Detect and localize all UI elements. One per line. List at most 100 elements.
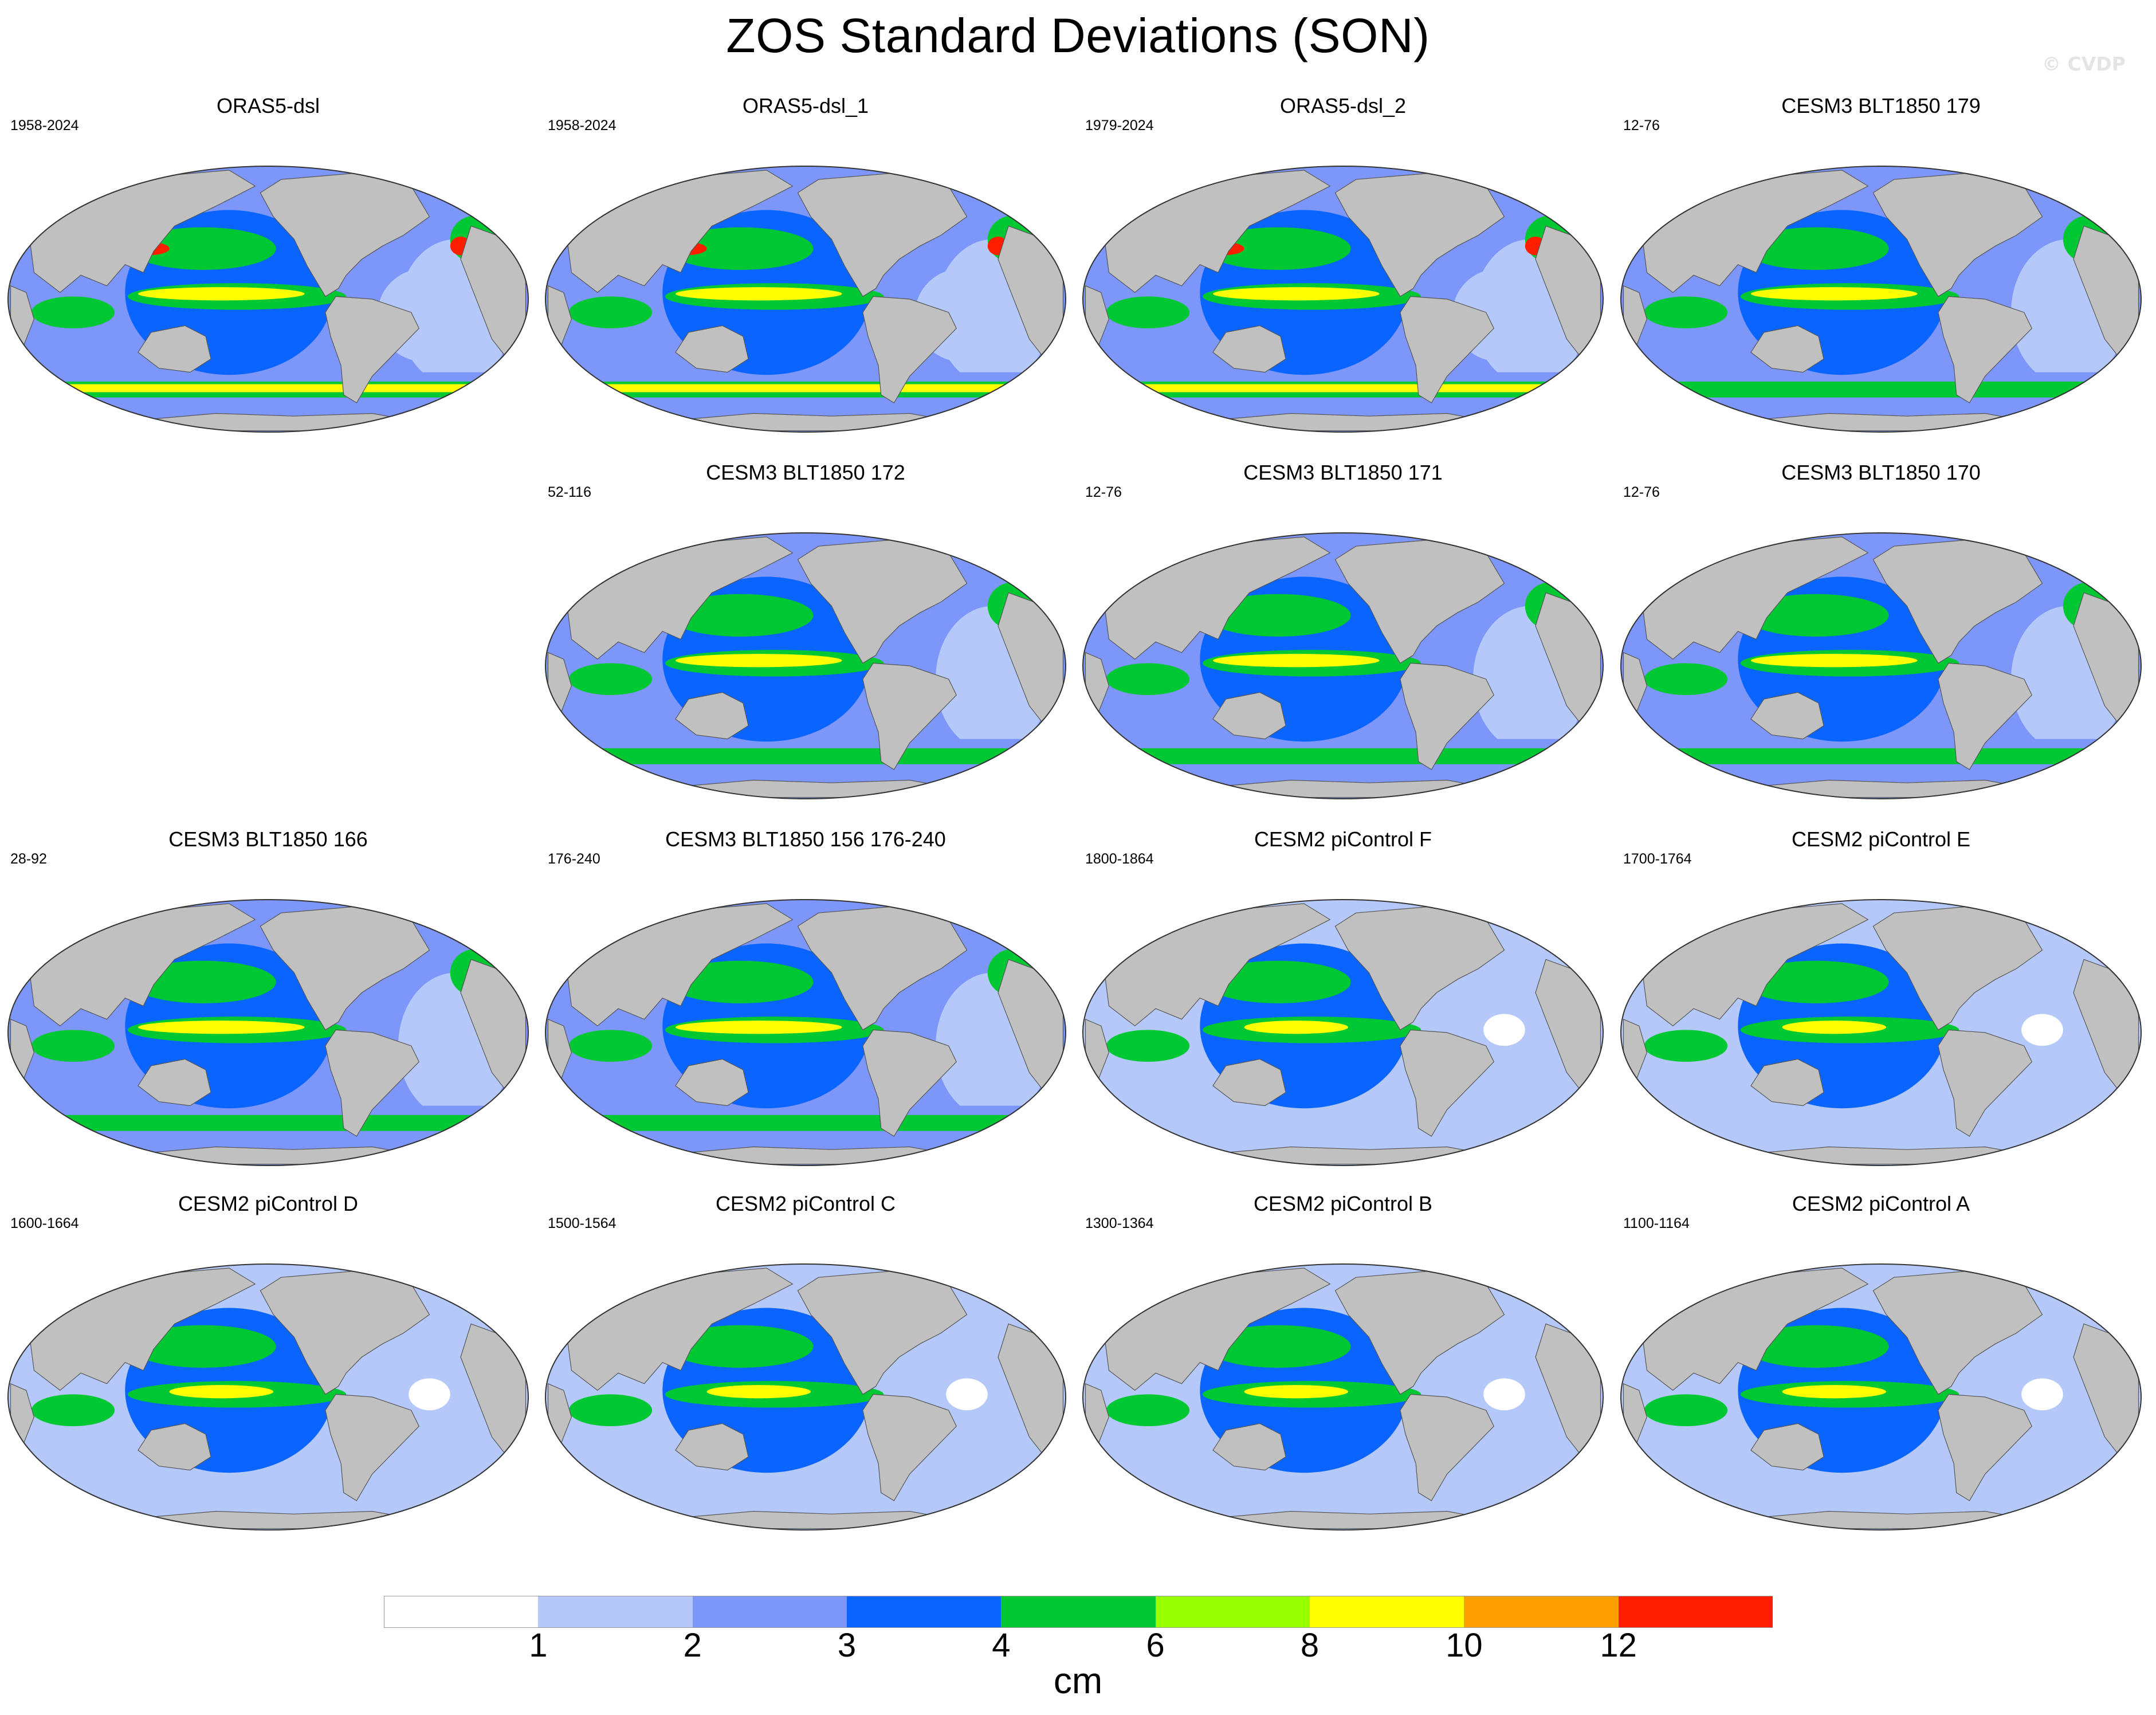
landmass <box>1212 325 1286 373</box>
southern-ocean-field <box>545 1470 1066 1510</box>
panel-title: CESM3 BLT1850 170 <box>1781 461 1981 484</box>
north-pacific-band <box>1743 1325 1889 1368</box>
landmass <box>675 325 749 373</box>
indian-ocean-band <box>1106 663 1190 696</box>
colorbar-swatch <box>1310 1596 1464 1628</box>
landmass <box>1750 692 1824 740</box>
equatorial-core <box>1244 1385 1349 1399</box>
indian-ocean-band <box>1106 296 1190 329</box>
indian-ocean-band <box>1644 1394 1728 1427</box>
panel-years: 176-240 <box>548 851 600 867</box>
colorbar-tick-label: 10 <box>1446 1627 1483 1664</box>
panel-years: 12-76 <box>1623 484 1660 500</box>
low-variance-patch <box>2021 1014 2063 1046</box>
colorbar-swatch <box>1155 1596 1310 1628</box>
circumpolar-core <box>545 384 1066 393</box>
equatorial-core <box>706 1385 811 1399</box>
indian-ocean-band <box>1106 1394 1190 1427</box>
north-pacific-band <box>130 1325 276 1368</box>
north-pacific-band <box>667 1325 814 1368</box>
equatorial-core <box>676 654 842 668</box>
equatorial-core <box>138 1021 305 1034</box>
map-panel: CESM2 piControl A 1100-1164 <box>1613 1191 2149 1541</box>
panel-years: 12-76 <box>1623 117 1660 134</box>
equatorial-core <box>1782 1385 1887 1399</box>
north-pacific-band <box>130 960 276 1003</box>
world-map <box>1082 899 1604 1166</box>
equatorial-core <box>138 287 305 301</box>
north-pacific-band <box>1205 594 1351 637</box>
map-outline <box>1620 1263 2142 1530</box>
panel-title: CESM3 BLT1850 166 <box>168 827 368 851</box>
colorbar-tick-label: 1 <box>529 1627 548 1664</box>
landmass <box>1750 1058 1824 1106</box>
low-variance-patch <box>409 1378 450 1411</box>
landmass <box>1750 325 1824 373</box>
landmass <box>675 1058 749 1106</box>
colorbar-swatch <box>1464 1596 1619 1628</box>
landmass <box>1334 172 1505 297</box>
indian-ocean-band <box>1106 1030 1190 1062</box>
north-pacific-band <box>1205 960 1351 1003</box>
world-map <box>1620 532 2142 799</box>
panel-title: CESM3 BLT1850 179 <box>1781 94 1981 117</box>
landmass <box>797 172 968 297</box>
equatorial-core <box>1751 654 1918 668</box>
panel-title: ORAS5-dsl_1 <box>742 94 869 117</box>
map-panel: CESM2 piControl D 1600-1664 <box>0 1191 536 1541</box>
world-map <box>545 532 1066 799</box>
map-panel: CESM3 BLT1850 179 12-76 <box>1613 93 2149 444</box>
colorbar-tick-label: 6 <box>1146 1627 1165 1664</box>
landmass <box>1872 905 2043 1031</box>
map-outline <box>1620 532 2142 799</box>
equatorial-core <box>1244 1021 1349 1034</box>
landmass <box>1872 1270 2043 1395</box>
panel-title: CESM2 piControl C <box>715 1192 896 1215</box>
map-outline <box>545 166 1066 433</box>
map-outline <box>1620 166 2142 433</box>
southern-ocean-field <box>1083 1105 1603 1146</box>
low-variance-patch <box>946 1378 988 1411</box>
landmass <box>1334 905 1505 1031</box>
north-pacific-band <box>1743 960 1889 1003</box>
landmass <box>1938 662 2033 770</box>
panel-years: 1800-1864 <box>1085 851 1154 867</box>
circumpolar-band <box>545 748 1066 764</box>
landmass <box>325 1394 420 1501</box>
low-variance-patch <box>2021 1378 2063 1411</box>
panel-years: 1300-1364 <box>1085 1215 1154 1231</box>
equatorial-core <box>1213 654 1380 668</box>
landmass <box>797 539 968 664</box>
map-panel: CESM2 piControl E 1700-1764 <box>1613 826 2149 1177</box>
colorbar-swatch <box>847 1596 1002 1628</box>
landmass <box>862 1029 957 1137</box>
circumpolar-band <box>1621 381 2141 398</box>
map-panel: ORAS5-dsl 1958-2024 <box>0 93 536 444</box>
map-outline <box>1082 899 1604 1166</box>
landmass <box>1750 1423 1824 1471</box>
equatorial-core <box>676 287 842 301</box>
map-panel: ORAS5-dsl_1 1958-2024 <box>537 93 1074 444</box>
map-outline <box>1082 166 1604 433</box>
landmass <box>138 1058 211 1106</box>
landmass <box>1400 296 1495 403</box>
landmass <box>260 905 430 1031</box>
world-map <box>545 166 1066 433</box>
world-map <box>7 1263 529 1530</box>
map-outline <box>7 166 529 433</box>
panel-title: CESM2 piControl B <box>1253 1192 1433 1215</box>
map-outline <box>545 532 1066 799</box>
landmass <box>1872 539 2043 664</box>
colorbar-tick-label: 12 <box>1600 1627 1637 1664</box>
landmass <box>862 662 957 770</box>
landmass <box>1400 1394 1495 1501</box>
circumpolar-band <box>1621 748 2141 764</box>
map-outline <box>545 899 1066 1166</box>
map-outline <box>1620 899 2142 1166</box>
circumpolar-band <box>8 1114 528 1131</box>
map-outline <box>7 1263 529 1530</box>
landmass <box>1938 1029 2033 1137</box>
southern-ocean-field <box>1621 1105 2141 1146</box>
landmass <box>1334 1270 1505 1395</box>
colorbar-swatch <box>1618 1596 1773 1628</box>
